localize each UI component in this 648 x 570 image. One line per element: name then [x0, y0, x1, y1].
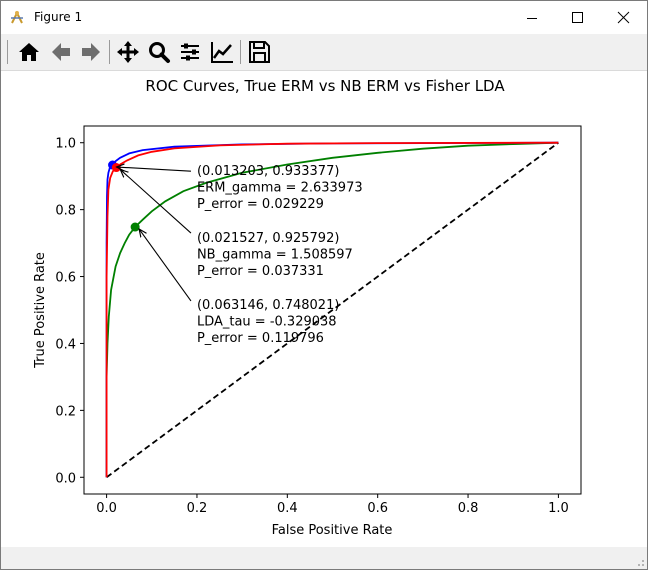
x-tick-label: 0.8	[458, 501, 479, 516]
annotation-text: P_error = 0.037331	[197, 264, 324, 279]
matplotlib-app-icon	[11, 10, 23, 24]
roc-chart: ROC Curves, True ERM vs NB ERM vs Fisher…	[33, 77, 582, 538]
series-line-1	[105, 141, 559, 478]
y-tick-label: 1.0	[55, 137, 76, 152]
y-tick-label: 0.0	[55, 471, 76, 486]
save-button[interactable]	[246, 39, 272, 65]
home-button[interactable]	[16, 39, 42, 65]
maximize-icon	[572, 12, 583, 23]
plot-frame	[83, 125, 582, 495]
x-tick-label: 0.2	[187, 501, 208, 516]
y-tick-label: 0.2	[55, 404, 76, 419]
annotation-arrow	[117, 167, 191, 172]
x-tick-label: 0.0	[96, 501, 117, 516]
title-bar[interactable]: Figure 1	[1, 1, 647, 34]
save-icon	[249, 41, 270, 63]
back-button[interactable]	[48, 39, 74, 65]
pan-button[interactable]	[115, 39, 141, 65]
x-tick-label: 1.0	[548, 501, 569, 516]
edit-curves-button[interactable]	[209, 39, 235, 65]
y-axis-label: True Positive Rate	[33, 252, 48, 369]
maximize-button[interactable]	[555, 1, 601, 34]
chart-title: ROC Curves, True ERM vs NB ERM vs Fisher…	[145, 77, 505, 95]
annotation-text: LDA_tau = -0.329038	[197, 314, 337, 329]
x-tick-label: 0.6	[367, 501, 388, 516]
status-bar	[1, 547, 647, 569]
annotation-text: (0.013203, 0.933377)	[197, 164, 339, 179]
back-arrow-icon	[52, 43, 70, 61]
annotation-text: (0.063146, 0.748021)	[197, 298, 339, 313]
minimize-button[interactable]	[509, 1, 555, 34]
toolbar-grip	[7, 40, 8, 64]
series-line-3	[106, 141, 559, 479]
x-tick-label: 0.4	[277, 501, 298, 516]
annotation-text: P_error = 0.029229	[197, 197, 324, 212]
forward-button[interactable]	[78, 39, 104, 65]
series-line-2	[105, 141, 559, 478]
resize-grip-icon[interactable]	[633, 555, 645, 567]
subplots-icon	[181, 43, 199, 61]
home-icon	[19, 43, 39, 61]
annotation-arrow	[120, 170, 192, 234]
edit-curves-icon	[211, 42, 233, 63]
toolbar-separator	[109, 40, 110, 64]
toolbar-separator	[240, 40, 241, 64]
minimize-icon	[527, 18, 537, 19]
pan-icon	[117, 41, 139, 63]
zoom-icon	[149, 42, 170, 63]
zoom-button[interactable]	[146, 39, 172, 65]
y-tick-label: 0.8	[55, 204, 76, 219]
y-tick-label: 0.4	[55, 337, 76, 352]
y-tick-label: 0.6	[55, 271, 76, 286]
figure-canvas[interactable]: ROC Curves, True ERM vs NB ERM vs Fisher…	[1, 71, 647, 549]
x-axis-label: False Positive Rate	[272, 523, 393, 538]
forward-arrow-icon	[82, 43, 100, 61]
operating-point-marker-2	[130, 222, 140, 232]
navigation-toolbar	[1, 34, 647, 71]
close-icon	[617, 11, 630, 24]
annotation-text: (0.021527, 0.925792)	[197, 231, 339, 246]
annotation-text: ERM_gamma = 2.633973	[197, 181, 363, 196]
configure-subplots-button[interactable]	[177, 39, 203, 65]
close-button[interactable]	[601, 1, 647, 34]
window-title: Figure 1	[34, 10, 83, 24]
annotation-text: P_error = 0.119796	[197, 331, 324, 346]
annotation-text: NB_gamma = 1.508597	[197, 248, 353, 263]
annotation-arrow	[139, 229, 192, 302]
